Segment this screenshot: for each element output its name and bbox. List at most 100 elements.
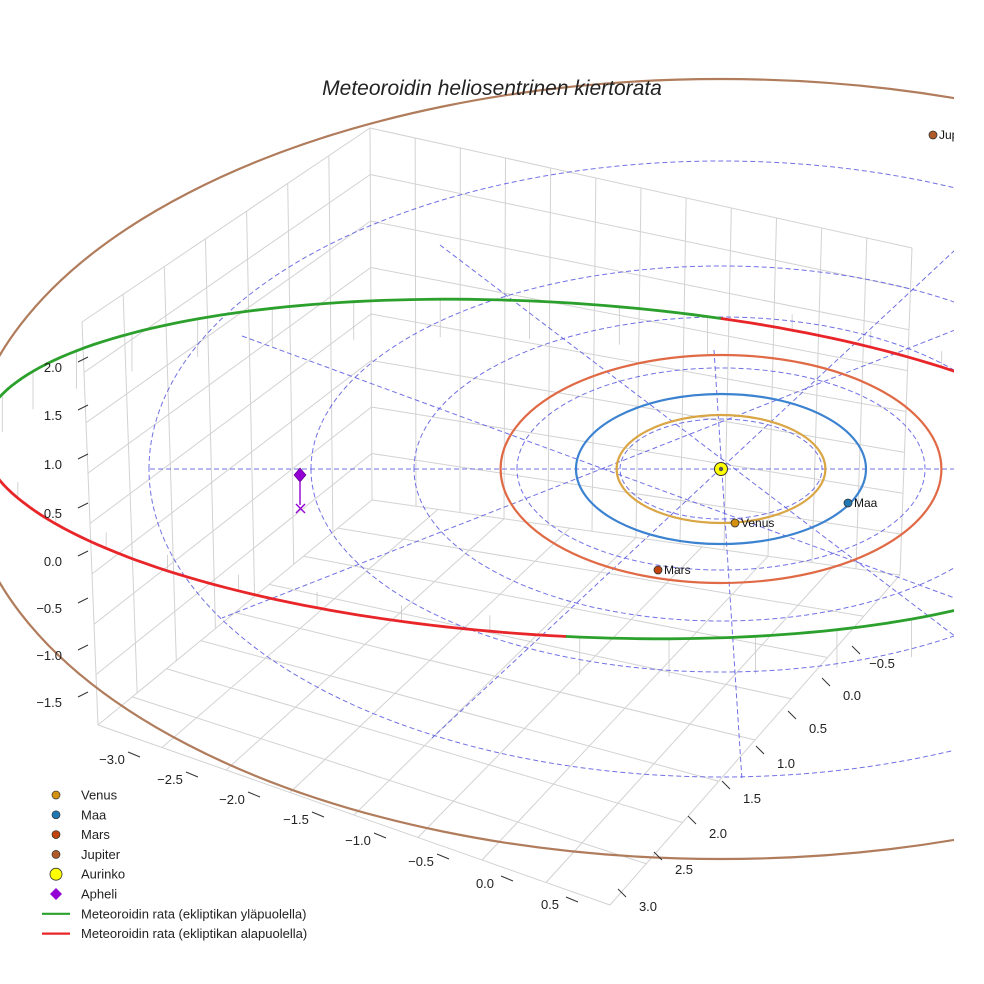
- legend-item: Apheli: [50, 887, 117, 902]
- reference-spoke: [439, 244, 954, 637]
- grid-line: [93, 406, 372, 625]
- legend-label: Apheli: [81, 887, 117, 902]
- grid-line: [337, 527, 864, 617]
- meteoroid-orbit-above: [0, 297, 954, 641]
- grid-line: [370, 220, 910, 331]
- planet-label-maa: Maa: [854, 496, 878, 510]
- grid-line: [91, 360, 372, 575]
- legend-item: Maa: [51, 807, 107, 822]
- z-tick-mark: [77, 597, 89, 604]
- z-tick-mark: [77, 502, 89, 509]
- x-tick-label: −2.0: [219, 792, 245, 807]
- x-tick-label: −1.5: [283, 812, 309, 827]
- grid-line: [269, 583, 792, 700]
- planet-label-venus: Venus: [741, 516, 774, 530]
- z-tick-label: −1.0: [36, 648, 62, 663]
- axis-box-grid: [81, 127, 913, 906]
- grid-line: [370, 267, 908, 372]
- grid-line: [89, 313, 372, 524]
- grid-line: [303, 555, 828, 658]
- x-tick-label: −1.0: [345, 833, 371, 848]
- planet-venus: [730, 518, 740, 528]
- x-tick-mark: [311, 811, 325, 818]
- legend-item: Mars: [51, 827, 110, 842]
- x-tick-mark: [436, 853, 450, 860]
- x-tick-label: 0.5: [541, 897, 559, 912]
- grid-line: [370, 174, 911, 290]
- planet-jupiter: [928, 130, 938, 140]
- reference-spoke: [221, 329, 954, 619]
- grid-line: [371, 453, 902, 535]
- body-markers: Venus Maa Mars Jupiter: [293, 128, 975, 577]
- legend-label: Meteoroidin rata (ekliptikan alapuolella…: [81, 926, 307, 941]
- z-tick-label: 1.5: [44, 408, 62, 423]
- y-tick-mark: [755, 745, 765, 755]
- y-tick-mark: [687, 815, 697, 825]
- legend: Venus Maa Mars Jupiter Aurinko Apheli Meteoroi…: [42, 788, 307, 941]
- x-tick-label: 0.0: [476, 876, 494, 891]
- x-tick-mark: [500, 875, 514, 882]
- z-tick-mark: [77, 404, 89, 411]
- legend-label: Venus: [81, 788, 118, 803]
- z-tick-label: −0.5: [36, 601, 62, 616]
- x-tick-mark: [185, 771, 199, 778]
- y-tick-mark: [851, 645, 861, 655]
- scene-3d: Venus Maa Mars Jupiter: [0, 77, 975, 906]
- meteoroid-orbit: [0, 297, 954, 641]
- planet-orbits: [0, 77, 954, 861]
- planet-label-mars: Mars: [664, 563, 691, 577]
- reference-spoke: [431, 250, 954, 739]
- orbit-mars: [499, 353, 943, 585]
- grid-line: [200, 640, 719, 782]
- z-tick-label: 1.0: [44, 457, 62, 472]
- legend-symbol-circle: [51, 830, 61, 839]
- y-tick-mark: [617, 888, 627, 898]
- legend-item: Aurinko: [49, 867, 125, 882]
- reference-ring: [148, 160, 954, 778]
- orbit-venus: [615, 413, 827, 525]
- legend-item: Jupiter: [51, 847, 121, 862]
- axis-ticks: 2.0 1.5 1.0 0.5 0.0 −0.5 −1.0 −1.5 −3.0 −2.5 −2.0 −…: [36, 356, 895, 914]
- grid-line: [132, 696, 647, 865]
- grid-line: [87, 267, 372, 474]
- legend-item: Meteoroidin rata (ekliptikan yläpuolella…: [42, 906, 306, 921]
- legend-symbol-diamond: [50, 888, 62, 900]
- x-tick-label: −3.0: [99, 752, 125, 767]
- legend-label: Mars: [81, 827, 110, 842]
- planet-label-jupiter: Jupiter: [939, 128, 975, 142]
- x-tick-mark: [247, 791, 261, 798]
- x-tick-label: −2.5: [157, 772, 183, 787]
- legend-symbol-circle: [51, 810, 61, 820]
- grid-line: [85, 220, 371, 424]
- meteoroid-orbit-below: [0, 317, 954, 638]
- grid-line: [234, 612, 756, 741]
- legend-label: Maa: [81, 807, 107, 822]
- planet-maa: [843, 498, 853, 508]
- y-tick-label: 0.0: [843, 688, 861, 703]
- legend-label: Aurinko: [81, 867, 125, 882]
- chart-title: Meteoroidin heliosentrinen kiertorata: [322, 77, 662, 100]
- legend-item: Venus: [51, 788, 118, 803]
- grid-line: [95, 453, 373, 676]
- legend-symbol-circle: [49, 867, 63, 881]
- sun-center: [718, 466, 724, 472]
- y-tick-label: 3.0: [639, 899, 657, 914]
- ecliptic-reference-grid: [148, 160, 954, 781]
- x-tick-mark: [565, 896, 579, 903]
- z-tick-mark: [77, 644, 89, 651]
- reference-ring: [310, 265, 954, 673]
- z-tick-label: 0.0: [44, 554, 62, 569]
- y-tick-label: 2.0: [709, 826, 727, 841]
- legend-symbol-circle: [51, 790, 61, 800]
- planet-mars: [653, 565, 663, 575]
- y-tick-mark: [721, 780, 731, 790]
- grid-line: [83, 174, 371, 373]
- y-tick-mark: [787, 710, 797, 720]
- box-edge-top-left: [81, 127, 371, 323]
- z-tick-label: 0.5: [44, 506, 62, 521]
- x-tick-mark: [127, 751, 141, 758]
- z-tick-mark: [77, 356, 89, 363]
- x-tick-mark: [373, 832, 387, 839]
- z-tick-mark: [77, 691, 89, 698]
